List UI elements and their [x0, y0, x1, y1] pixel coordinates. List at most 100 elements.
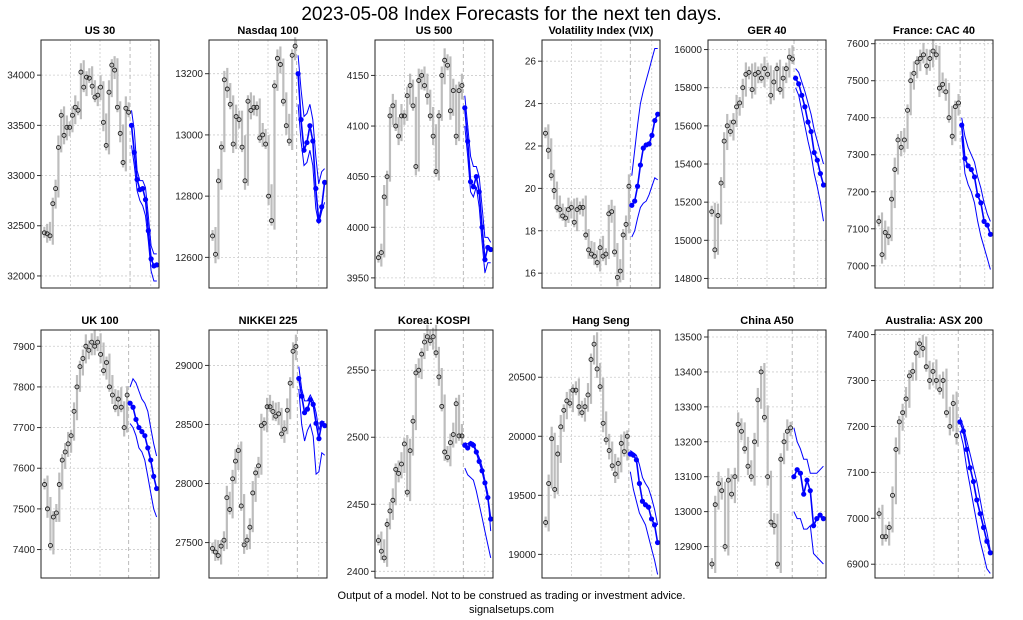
forecast-point: [304, 139, 310, 146]
forecast-lower-band: [961, 136, 991, 270]
history-close-point: [790, 56, 795, 62]
y-tick-label: 3950: [347, 273, 370, 284]
history-close-point: [378, 250, 384, 256]
history-close-point: [586, 247, 592, 253]
y-tick-label: 7300: [847, 376, 870, 387]
history-close-point: [459, 433, 465, 439]
history-close-point: [885, 233, 891, 239]
history-close-point: [603, 251, 609, 257]
history-close-point: [115, 396, 121, 402]
y-tick-label: 26: [525, 57, 537, 68]
history-close-point: [712, 247, 718, 253]
history-close-point: [227, 507, 233, 512]
forecast-point: [313, 185, 319, 192]
forecast-lower-band: [464, 467, 492, 559]
y-tick-label: 33500: [7, 121, 35, 132]
history-close-point: [558, 424, 564, 430]
history-close-point: [735, 421, 741, 427]
forecast-point: [465, 445, 471, 451]
y-tick-label: 6900: [847, 560, 870, 571]
y-tick-label: 13000: [674, 507, 702, 518]
history-close-point: [908, 78, 914, 84]
history-close-point: [84, 74, 89, 80]
y-tick-label: 7600: [13, 464, 36, 475]
history-close-point: [427, 113, 433, 119]
chart-panel: Korea: KOSPI 2400 2450 2500 2550: [347, 315, 494, 579]
history-close-point: [117, 130, 123, 136]
forecast-point: [142, 197, 149, 203]
history-close-point: [774, 66, 780, 72]
history-close-point: [56, 482, 62, 487]
history-close-point: [727, 129, 733, 135]
forecast-point: [470, 184, 477, 190]
history-close-point: [886, 525, 892, 530]
history-close-point: [551, 188, 557, 193]
history-close-point: [286, 138, 292, 144]
forecast-upper-band: [959, 417, 991, 551]
history-close-point: [896, 419, 902, 425]
forecast-point: [962, 155, 968, 162]
history-close-point: [254, 104, 260, 110]
plot-frame: [874, 39, 994, 289]
history-close-point: [80, 356, 86, 361]
forecast-point: [154, 262, 160, 268]
history-close-point: [290, 348, 296, 354]
forecast-lower-band: [297, 104, 326, 224]
history-close-point: [215, 178, 221, 184]
forecast-point: [965, 163, 971, 169]
forecast-upper-band: [961, 117, 991, 222]
history-close-point: [947, 423, 953, 429]
forecast-upper-band: [131, 110, 157, 255]
forecast-point: [796, 81, 802, 87]
history-close-point: [247, 524, 253, 530]
forecast-point: [136, 424, 142, 431]
history-close-point: [910, 368, 916, 374]
y-tick-label: 13200: [674, 437, 702, 448]
forecast-point: [319, 204, 325, 210]
history-close-point: [424, 93, 430, 99]
y-tick-label: 13500: [674, 332, 702, 343]
forecast-point: [792, 75, 799, 81]
forecast-point: [970, 478, 977, 485]
y-tick-label: 2400: [347, 567, 370, 578]
history-close-point: [936, 85, 942, 91]
history-close-point: [561, 407, 567, 413]
history-close-point: [422, 83, 427, 89]
forecast-line: [959, 421, 992, 553]
history-close-point: [244, 537, 250, 543]
history-close-point: [624, 433, 630, 439]
history-close-point: [293, 344, 299, 349]
history-close-point: [62, 449, 68, 455]
history-close-point: [47, 543, 53, 548]
forecast-point: [814, 516, 820, 522]
forecast-upper-band: [129, 377, 158, 457]
forecast-point: [462, 105, 468, 111]
history-close-point: [413, 164, 419, 169]
forecast-point: [984, 222, 990, 228]
history-close-point: [390, 497, 396, 503]
history-close-point: [758, 75, 764, 81]
history-close-point: [709, 561, 715, 567]
chart-title: UK 100: [81, 315, 118, 327]
y-tick-label: 7100: [847, 224, 870, 235]
history-close-point: [436, 374, 442, 380]
forecast-point: [810, 523, 817, 529]
history-close-point: [53, 186, 59, 192]
forecast-point: [814, 157, 820, 163]
history-close-point: [401, 113, 407, 119]
y-tick-label: 12800: [175, 192, 203, 203]
history-close-point: [106, 89, 112, 95]
history-close-point: [718, 180, 724, 186]
history-close-point: [765, 474, 771, 480]
y-tick-label: 7500: [847, 76, 870, 87]
forecast-point: [316, 436, 322, 442]
history-close-point: [404, 93, 410, 99]
forecast-point: [465, 138, 471, 144]
history-close-point: [943, 89, 949, 95]
history-close-point: [399, 113, 404, 119]
history-close-point: [543, 130, 548, 136]
history-close-point: [419, 351, 425, 357]
history-close-point: [270, 409, 276, 414]
forecast-point: [797, 470, 804, 476]
forecast-point: [987, 550, 993, 556]
